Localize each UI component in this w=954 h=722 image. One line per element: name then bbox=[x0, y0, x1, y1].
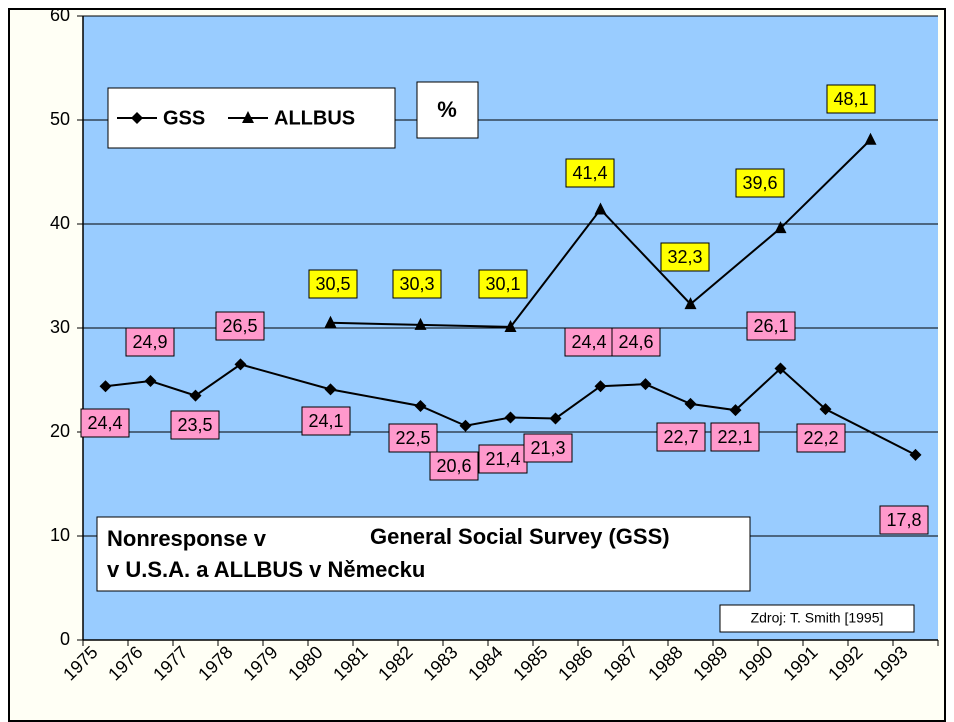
value-label-box bbox=[80, 408, 130, 438]
marker bbox=[414, 400, 427, 412]
value-label: 24,6 bbox=[618, 332, 653, 352]
y-tick-label: 60 bbox=[50, 5, 70, 25]
value-label-box bbox=[735, 168, 785, 198]
marker bbox=[684, 397, 697, 410]
marker bbox=[414, 317, 427, 330]
marker bbox=[99, 380, 112, 393]
marker bbox=[242, 111, 254, 123]
value-label-box bbox=[879, 505, 929, 535]
legend-label: ALLBUS bbox=[274, 107, 355, 129]
marker bbox=[819, 403, 832, 416]
legend-label: GSS bbox=[163, 107, 205, 129]
value-label: 17,8 bbox=[886, 510, 921, 530]
marker bbox=[594, 380, 607, 393]
value-label-box bbox=[523, 433, 573, 463]
marker bbox=[324, 315, 337, 328]
value-label: 20,6 bbox=[436, 456, 471, 476]
marker bbox=[684, 297, 697, 310]
marker bbox=[864, 132, 877, 145]
marker bbox=[504, 411, 517, 424]
marker bbox=[504, 319, 517, 332]
unit-label: % bbox=[437, 97, 457, 122]
value-label-box bbox=[796, 423, 846, 453]
y-tick-label: 40 bbox=[50, 213, 70, 233]
marker bbox=[234, 358, 247, 371]
value-label-box bbox=[301, 406, 351, 436]
value-label: 30,3 bbox=[399, 274, 434, 294]
value-label-box bbox=[478, 269, 528, 299]
value-label: 21,4 bbox=[485, 449, 520, 469]
value-label-box bbox=[656, 422, 706, 452]
value-label-box bbox=[746, 311, 796, 341]
y-tick-label: 10 bbox=[50, 525, 70, 545]
value-label-box bbox=[429, 451, 479, 481]
marker bbox=[729, 404, 742, 417]
value-label-box bbox=[660, 242, 710, 272]
value-label: 22,7 bbox=[663, 427, 698, 447]
chart-title: General Social Survey (GSS) bbox=[370, 524, 670, 549]
value-label: 22,2 bbox=[803, 428, 838, 448]
marker bbox=[594, 202, 607, 215]
marker bbox=[909, 448, 922, 461]
marker bbox=[774, 221, 787, 234]
value-label: 26,1 bbox=[753, 316, 788, 336]
title-box bbox=[96, 516, 751, 592]
value-label: 30,5 bbox=[315, 274, 350, 294]
value-label-box bbox=[215, 311, 265, 341]
value-label-box bbox=[478, 444, 528, 474]
value-label: 48,1 bbox=[833, 89, 868, 109]
value-label-box bbox=[392, 269, 442, 299]
y-tick-label: 30 bbox=[50, 317, 70, 337]
marker bbox=[549, 412, 562, 425]
value-label-box bbox=[388, 423, 438, 453]
marker bbox=[144, 375, 157, 388]
chart-title: v U.S.A. a ALLBUS v Německu bbox=[107, 557, 425, 582]
source-box bbox=[719, 604, 915, 633]
chart-title: Nonresponse v bbox=[107, 526, 267, 551]
marker bbox=[639, 378, 652, 391]
value-label: 30,1 bbox=[485, 274, 520, 294]
marker bbox=[774, 362, 787, 375]
series-line bbox=[105, 363, 916, 456]
marker bbox=[131, 112, 143, 124]
value-label: 24,4 bbox=[87, 413, 122, 433]
value-label-box bbox=[170, 410, 220, 440]
value-label-box bbox=[826, 84, 876, 114]
marker bbox=[459, 419, 472, 432]
marker bbox=[324, 383, 337, 396]
value-label: 21,3 bbox=[530, 438, 565, 458]
value-label: 24,9 bbox=[132, 332, 167, 352]
y-tick-label: 0 bbox=[60, 629, 70, 649]
value-label: 32,3 bbox=[667, 247, 702, 267]
value-label: 41,4 bbox=[572, 163, 607, 183]
value-label: 22,1 bbox=[717, 427, 752, 447]
value-label: 22,5 bbox=[395, 428, 430, 448]
value-label-box bbox=[125, 327, 175, 357]
value-label-box bbox=[710, 422, 760, 452]
value-label: 26,5 bbox=[222, 316, 257, 336]
unit-box bbox=[416, 81, 479, 139]
source-label: Zdroj: T. Smith [1995] bbox=[751, 610, 884, 626]
value-label: 24,4 bbox=[571, 332, 606, 352]
value-label-box bbox=[308, 269, 358, 299]
value-label-box bbox=[565, 158, 615, 188]
value-label: 23,5 bbox=[177, 415, 212, 435]
y-tick-label: 50 bbox=[50, 109, 70, 129]
value-label: 39,6 bbox=[742, 173, 777, 193]
value-label-box bbox=[564, 327, 614, 357]
value-label-box bbox=[611, 327, 661, 357]
value-label: 24,1 bbox=[308, 411, 343, 431]
y-tick-label: 20 bbox=[50, 421, 70, 441]
marker bbox=[189, 389, 202, 402]
